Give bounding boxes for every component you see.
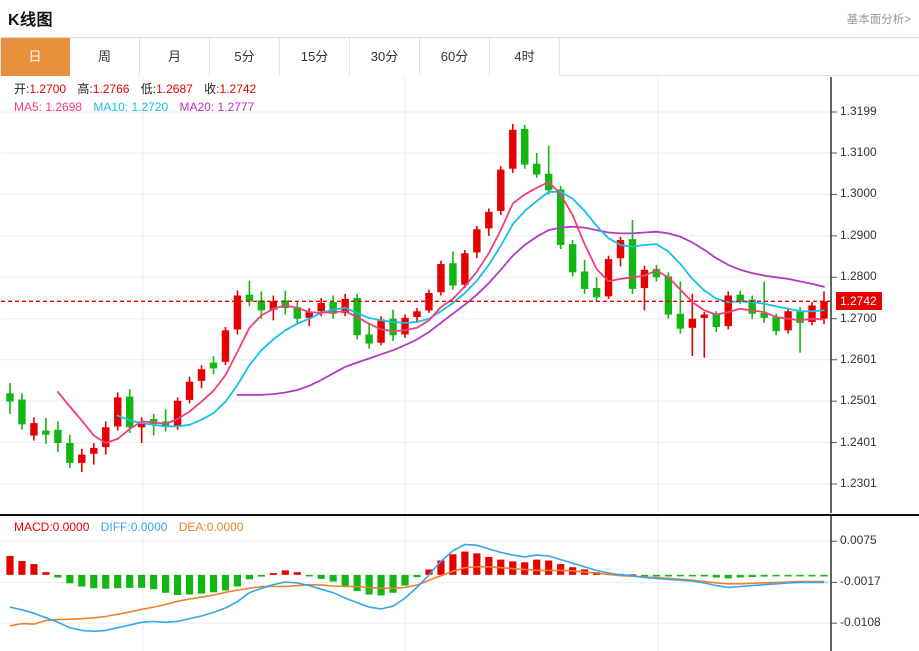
macd-tick-label: -0.0108 (840, 615, 881, 630)
macd-plot (1, 516, 837, 651)
tab-label: 日 (28, 49, 42, 64)
tab-label: 月 (167, 49, 181, 64)
tab-label: 15分 (300, 49, 329, 64)
tab-label: 4时 (514, 49, 535, 64)
macd-tick-label: 0.0075 (840, 533, 877, 548)
price-tick-label: 1.2401 (840, 434, 877, 449)
page-title: K线图 (8, 12, 54, 29)
last-price-badge: 1.2742 (836, 292, 882, 311)
tab-3[interactable]: 5分 (210, 38, 280, 76)
macd-panel[interactable]: MACD:0.0000 DIFF:0.0000 DEA:0.0000 0.007… (0, 514, 919, 651)
macd-tick-label: -0.0017 (840, 574, 881, 589)
tab-4[interactable]: 15分 (280, 38, 350, 76)
price-tick-label: 1.2700 (840, 310, 877, 325)
page-header: K线图 基本面分析> (0, 0, 919, 38)
tab-label: 30分 (370, 49, 399, 64)
fundamental-analysis-link[interactable]: 基本面分析> (846, 14, 911, 26)
price-panel[interactable]: 开:1.2700 高:1.2766 低:1.2687 收:1.2742 MA5:… (0, 77, 919, 514)
price-tick-label: 1.3000 (840, 186, 877, 201)
tab-2[interactable]: 月 (140, 38, 210, 76)
price-tick-label: 1.3199 (840, 103, 877, 118)
price-tick-label: 1.2601 (840, 351, 877, 366)
tab-1[interactable]: 周 (70, 38, 140, 76)
tab-label: 周 (97, 49, 111, 64)
timeframe-tabbar: 日 周 月 5分 15分 30分 60分 4时 (0, 38, 919, 76)
tab-label: 5分 (234, 49, 255, 64)
tab-7[interactable]: 4时 (490, 38, 560, 76)
tab-label: 60分 (440, 49, 469, 64)
tab-5[interactable]: 30分 (350, 38, 420, 76)
price-tick-label: 1.2501 (840, 393, 877, 408)
tab-6[interactable]: 60分 (420, 38, 490, 76)
tab-0[interactable]: 日 (0, 38, 70, 76)
price-plot (1, 77, 837, 513)
price-tick-label: 1.2800 (840, 269, 877, 284)
price-tick-label: 1.3100 (840, 145, 877, 159)
kline-chart[interactable]: 开:1.2700 高:1.2766 低:1.2687 收:1.2742 MA5:… (0, 77, 919, 651)
price-tick-label: 1.2900 (840, 227, 877, 242)
price-tick-label: 1.2301 (840, 476, 877, 490)
